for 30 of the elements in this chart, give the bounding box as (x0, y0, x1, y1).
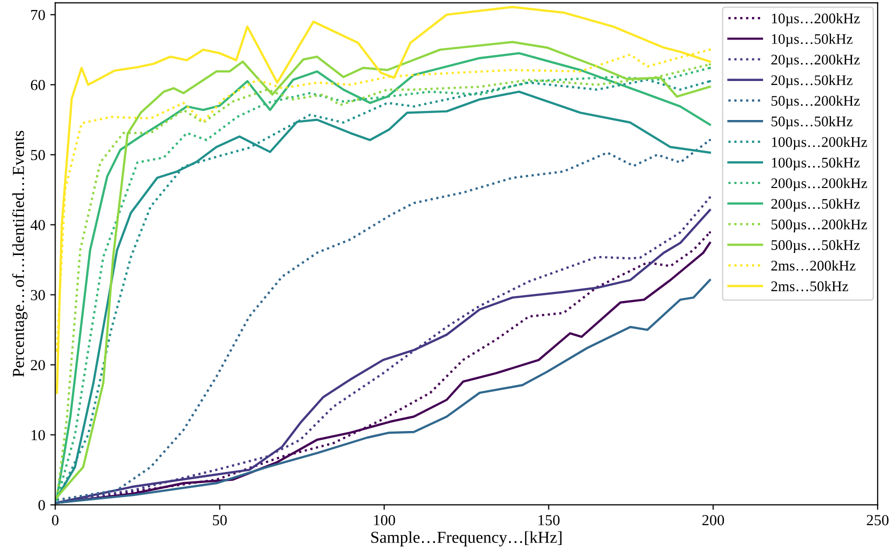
x-tick-label: 150 (538, 515, 560, 526)
y-tick-label: 40 (30, 220, 45, 230)
legend-label: 50µs…200kHz (772, 96, 860, 109)
legend-label: 10µs…50kHz (772, 34, 852, 47)
x-tick-label: 250 (866, 515, 889, 526)
y-tick-label: 20 (30, 360, 45, 370)
y-axis-title: Percentage…of…Identified…Events (12, 130, 28, 377)
legend-label: 20µs…50kHz (771, 74, 852, 88)
x-tick-label: 200 (702, 515, 724, 526)
y-tick-label: 60 (30, 80, 45, 90)
y-tick-label: 50 (31, 150, 45, 160)
legend-label: 200µs…50kHz (771, 198, 860, 212)
y-tick-label: 70 (31, 10, 45, 20)
x-tick-label: 0 (52, 515, 58, 526)
y-tick-label: 30 (30, 290, 45, 300)
x-axis-title: Sample…Frequency…[kHz] (371, 531, 562, 546)
legend-label: 20µs…200kHz (771, 54, 860, 68)
y-tick-label: 0 (38, 500, 45, 510)
legend-label: 50µs…50kHz (772, 116, 852, 130)
legend-label: 500µs…200kHz (772, 219, 868, 232)
legend-label: 200µs…200kHz (771, 178, 868, 192)
x-tick-label: 100 (374, 515, 396, 526)
legend-label: 2ms…200kHz (771, 260, 856, 271)
x-tick-label: 50 (212, 515, 227, 526)
legend-label: 500µs…50kHz (772, 240, 860, 253)
legend-label: 100µs…50kHz (772, 157, 860, 171)
legend-label: 100µs…200kHz (772, 136, 868, 150)
legend-label: 2ms…50kHz (771, 280, 848, 292)
legend-label: 10µs…200kHz (772, 13, 860, 26)
y-tick-label: 10 (32, 430, 45, 440)
